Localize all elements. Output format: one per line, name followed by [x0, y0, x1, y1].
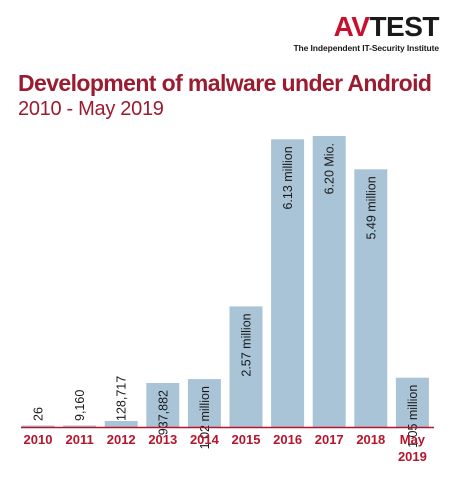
- data-label-2016: 6.13 million: [281, 146, 295, 209]
- avtest-logo: AVTEST The Independent IT-Security Insti…: [293, 11, 440, 58]
- bar-2018: [354, 169, 388, 428]
- x-tick-label-2018: 2018: [356, 432, 385, 447]
- x-tick-label-2016: 2016: [273, 432, 302, 447]
- bar-may-2019: [395, 377, 429, 427]
- bar-2010: [21, 425, 55, 427]
- data-label-2014: 1.02 million: [198, 386, 212, 449]
- data-label-may-2019: 1.05 million: [406, 385, 420, 448]
- data-label-2017: 6.20 Mio.: [323, 143, 337, 194]
- chart-subtitle: 2010 - May 2019: [18, 98, 164, 120]
- x-tick-label-2013: 2013: [148, 432, 177, 447]
- chart-title: Development of malware under Android: [18, 70, 432, 96]
- bar-2011: [63, 425, 97, 427]
- logo-tagline: The Independent IT-Security Institute: [293, 43, 439, 53]
- data-label-2015: 2.57 million: [240, 313, 254, 376]
- x-tick-label-may-2019: May 2019: [398, 432, 427, 464]
- x-tick-label-2012: 2012: [107, 432, 136, 447]
- x-tick-label-2011: 2011: [65, 432, 93, 447]
- x-tick-label-2015: 2015: [232, 432, 261, 447]
- bar-2016: [271, 139, 305, 428]
- data-label-2018: 5.49 million: [364, 176, 378, 239]
- data-label-2013: 937,882: [156, 390, 170, 435]
- bar-2014: [187, 379, 221, 427]
- x-tick-label-2017: 2017: [315, 432, 344, 447]
- logo-av: AV: [333, 11, 370, 42]
- logo-test: TEST: [369, 11, 439, 42]
- data-label-2011: 9,160: [73, 390, 87, 421]
- bar-2013: [146, 383, 180, 427]
- x-tick-label-2010: 2010: [24, 432, 53, 447]
- bar-2017: [312, 136, 346, 427]
- x-tick-label-2014: 2014: [190, 432, 220, 447]
- bar-2012: [104, 421, 138, 427]
- data-label-2012: 128,717: [115, 376, 129, 421]
- logo-wordmark: AVTEST: [333, 11, 440, 42]
- bar-2015: [229, 306, 263, 427]
- data-label-2010: 26: [32, 407, 46, 421]
